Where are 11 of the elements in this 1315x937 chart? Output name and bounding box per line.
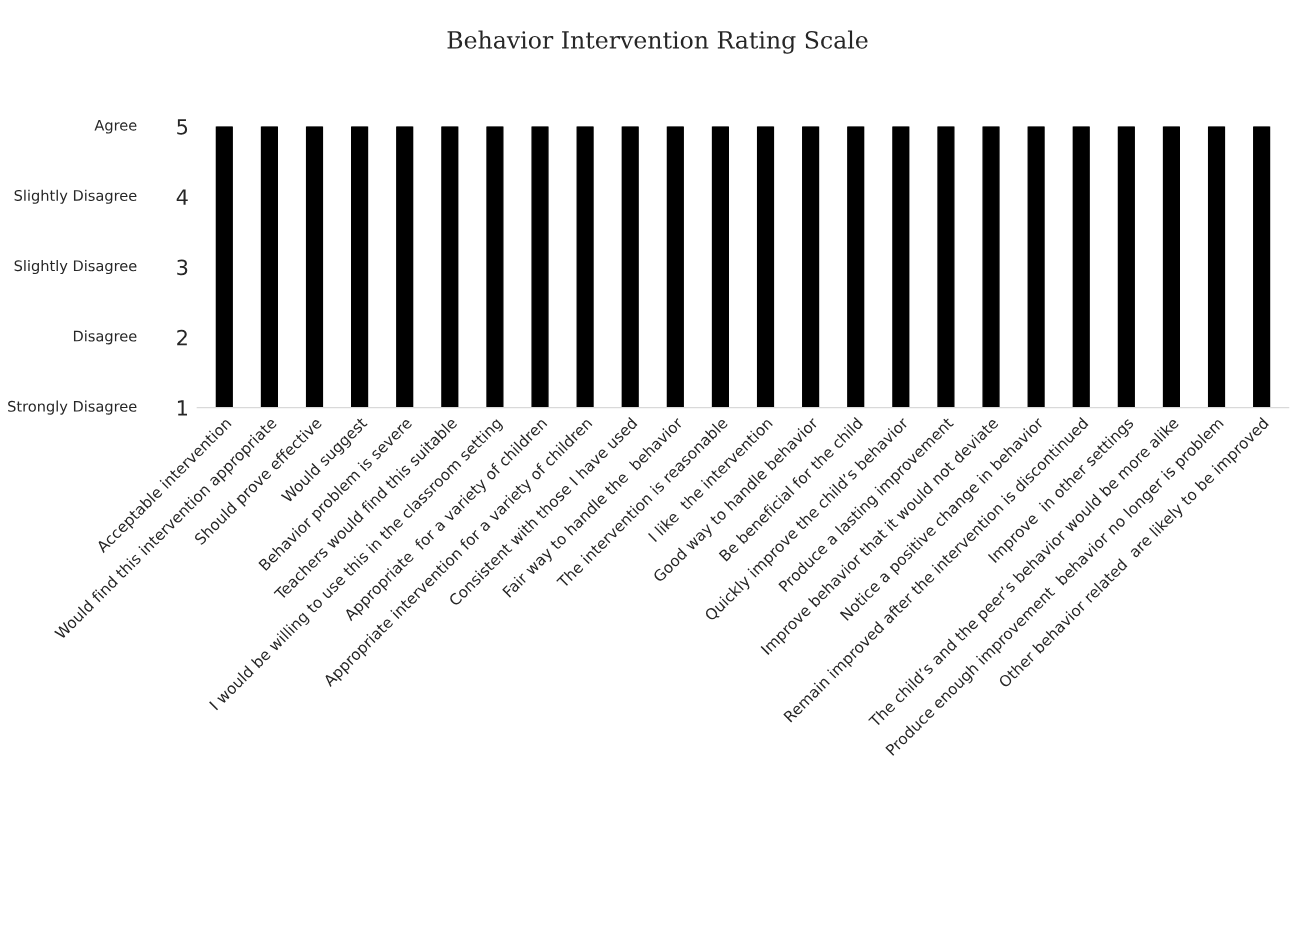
text: Slightly Disagree (14, 259, 137, 275)
y-tick-label: 3 (177, 259, 188, 276)
text: Slightly Disagree (14, 189, 137, 204)
y-tick-label: 4 (176, 189, 188, 205)
text: Strongly Disagree (8, 400, 137, 415)
y-tick-label: 1 (177, 400, 187, 416)
text: Agree (94, 119, 137, 134)
y-tick-label: 5 (177, 119, 188, 135)
chart-title: Behavior Intervention Rating Scale (447, 30, 868, 54)
text: Disagree (73, 330, 137, 345)
y-tick-label: 2 (177, 329, 187, 346)
